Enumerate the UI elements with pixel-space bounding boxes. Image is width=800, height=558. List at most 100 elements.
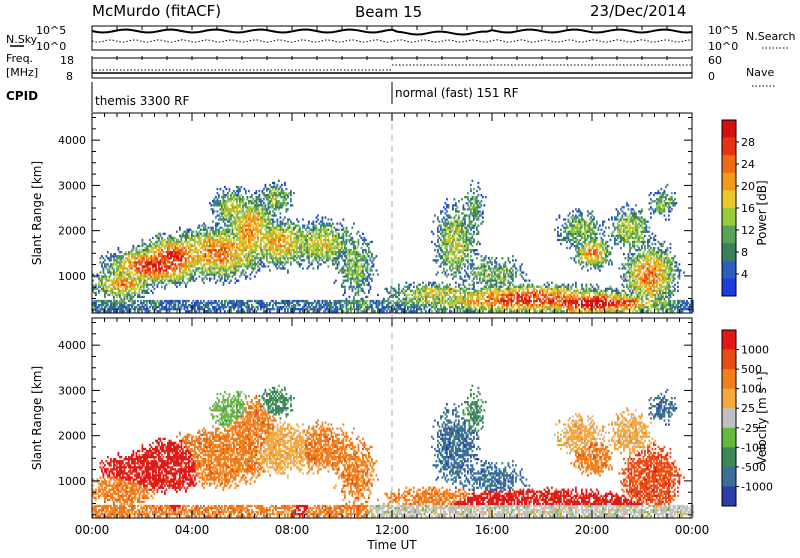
power-cell	[163, 241, 165, 243]
power-cell	[143, 259, 145, 261]
power-cell	[221, 227, 223, 229]
power-cell	[241, 265, 243, 267]
power-cell	[233, 239, 235, 241]
power-cell	[220, 235, 222, 237]
power-cell	[397, 300, 399, 302]
power-cell	[292, 204, 294, 206]
power-cell	[235, 306, 237, 308]
power-cell	[302, 218, 304, 220]
power-cell	[317, 241, 319, 243]
power-cell	[439, 245, 441, 247]
power-cell	[182, 280, 184, 282]
power-cell	[154, 288, 156, 290]
power-cell	[437, 235, 439, 237]
power-cell	[248, 306, 250, 308]
power-cell	[151, 275, 153, 277]
power-cell	[373, 300, 375, 302]
power-cell	[355, 241, 357, 243]
power-cell	[304, 259, 306, 261]
power-cell	[223, 284, 225, 286]
power-cell	[274, 308, 276, 310]
power-cell	[107, 304, 109, 306]
power-cell	[197, 263, 199, 265]
freq-panel	[92, 58, 692, 78]
power-cell	[190, 310, 192, 312]
power-cell	[356, 233, 358, 235]
power-cell	[395, 290, 397, 292]
power-cell	[301, 239, 303, 241]
power-cell	[232, 192, 234, 194]
power-cell	[134, 310, 136, 312]
power-cell	[223, 190, 225, 192]
power-cell	[349, 296, 351, 298]
power-cell	[445, 302, 447, 304]
power-cell	[106, 255, 108, 257]
power-cell	[253, 198, 255, 200]
power-cell	[130, 273, 132, 275]
power-cell	[115, 253, 117, 255]
power-cell	[344, 261, 346, 263]
power-cell	[272, 202, 274, 204]
power-cell	[269, 202, 271, 204]
power-cell	[413, 282, 415, 284]
power-cell	[412, 290, 414, 292]
power-cell	[224, 255, 226, 257]
power-cell	[442, 255, 444, 257]
power-cell	[233, 237, 235, 239]
power-cell	[431, 288, 433, 290]
power-cell	[310, 247, 312, 249]
power-cell	[223, 282, 225, 284]
power-cell	[235, 259, 237, 261]
power-cell	[311, 237, 313, 239]
power-cell	[122, 282, 124, 284]
power-cell	[316, 221, 318, 223]
power-cell	[139, 304, 141, 306]
power-cell	[148, 247, 150, 249]
power-cell	[232, 227, 234, 229]
power-cell	[230, 212, 232, 214]
power-cell	[194, 237, 196, 239]
power-cell	[244, 239, 246, 241]
power-cell	[167, 271, 169, 273]
power-cell	[161, 280, 163, 282]
power-cell	[259, 190, 261, 192]
power-cell	[388, 308, 390, 310]
power-cell	[367, 265, 369, 267]
power-cell	[227, 251, 229, 253]
power-cell	[353, 259, 355, 261]
nsky-label: N.Sky	[6, 33, 38, 46]
power-cell	[110, 273, 112, 275]
power-cell	[367, 271, 369, 273]
power-cell	[182, 302, 184, 304]
power-cell	[320, 308, 322, 310]
power-cell	[425, 290, 427, 292]
power-cell	[244, 269, 246, 271]
power-cell	[118, 284, 120, 286]
power-cell	[308, 310, 310, 312]
power-cell	[260, 308, 262, 310]
power-cell	[146, 304, 148, 306]
power-cell	[368, 284, 370, 286]
power-cell	[182, 273, 184, 275]
power-cell	[299, 257, 301, 259]
power-cell	[409, 288, 411, 290]
power-cell	[301, 249, 303, 251]
power-cell	[349, 265, 351, 267]
power-cell	[277, 218, 279, 220]
power-cell	[199, 235, 201, 237]
power-cell	[115, 275, 117, 277]
date-title: 23/Dec/2014	[590, 2, 686, 20]
power-cell	[272, 196, 274, 198]
power-cell	[281, 308, 283, 310]
power-cell	[356, 257, 358, 259]
power-cell	[146, 253, 148, 255]
power-cell	[287, 237, 289, 239]
power-cell	[217, 225, 219, 227]
power-cell	[415, 310, 417, 312]
power-cell	[278, 200, 280, 202]
power-cell	[118, 247, 120, 249]
power-cell	[197, 300, 199, 302]
power-cell	[286, 231, 288, 233]
power-cell	[160, 269, 162, 271]
power-cell	[194, 306, 196, 308]
